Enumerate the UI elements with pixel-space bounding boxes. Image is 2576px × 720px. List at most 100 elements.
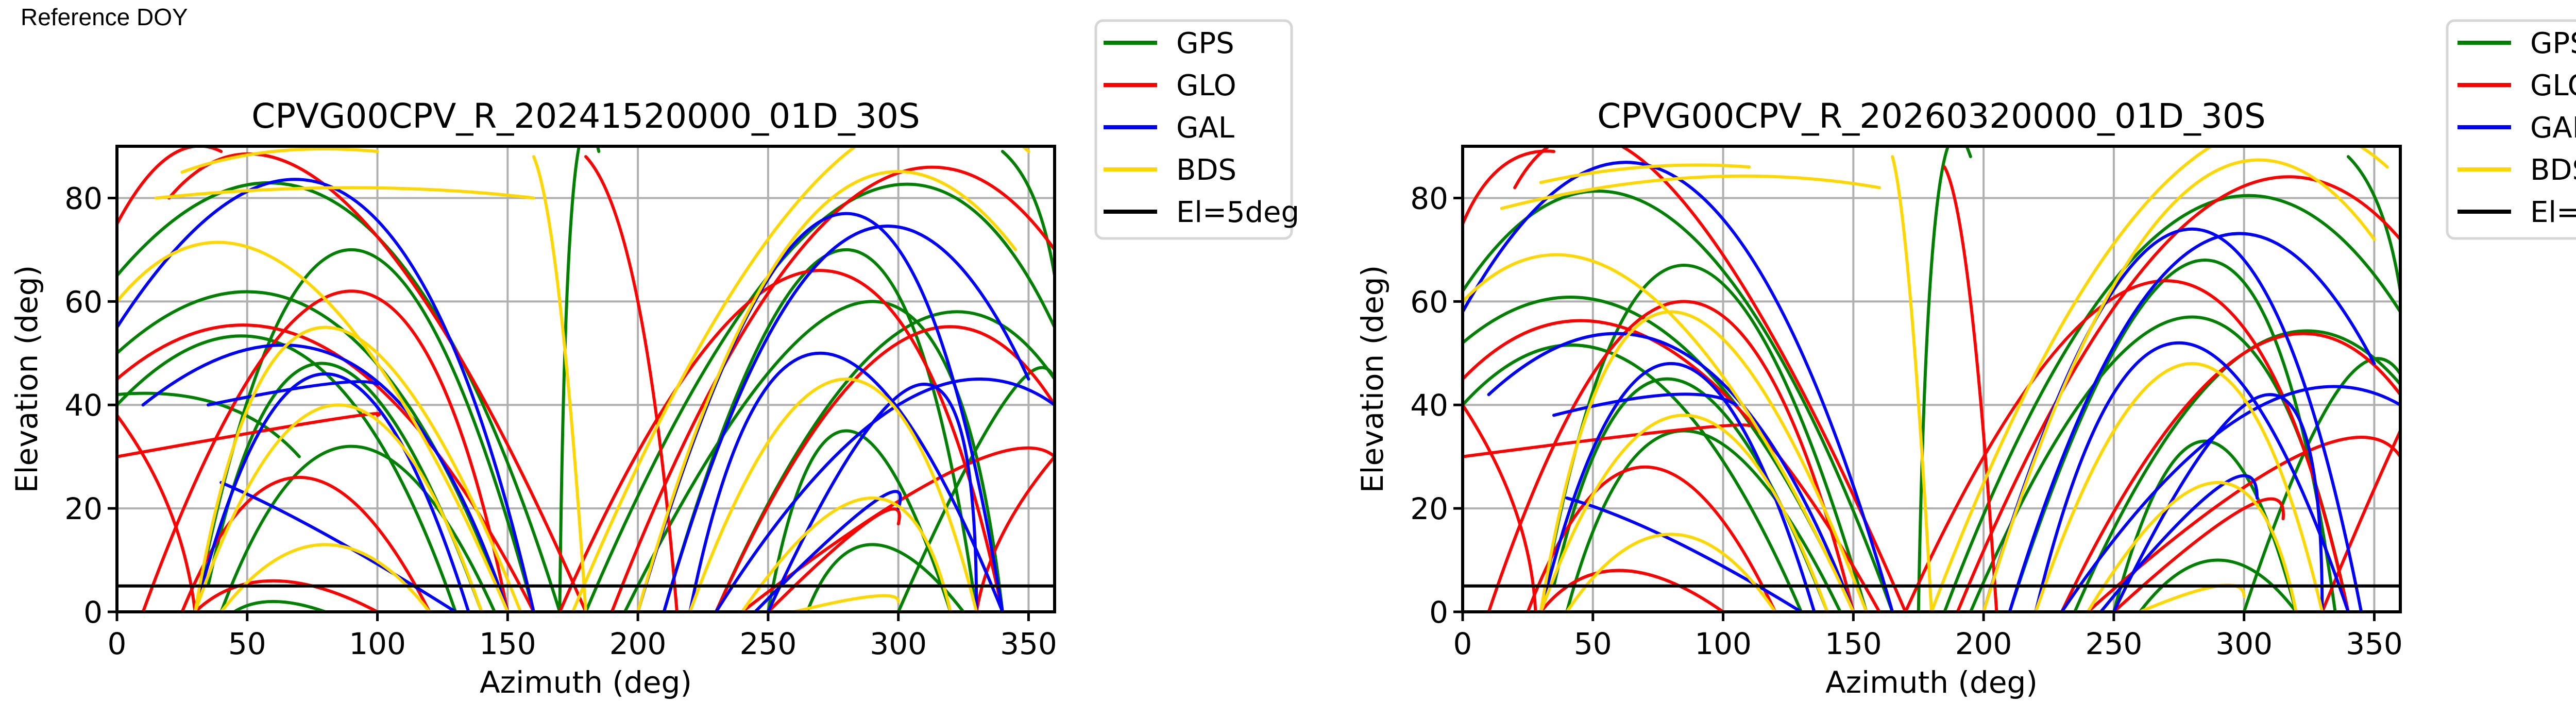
track-gps-1 <box>117 181 562 612</box>
track-gps-11 <box>766 429 952 612</box>
chart-panel-1: 0 50 100 150 200 250 300 350 0 20 40 60 80 CPVG00CPV_… <box>9 19 1299 700</box>
track-gal-10 <box>2099 474 2259 612</box>
track-bds-1 <box>1539 163 1751 184</box>
track-gps-8 <box>662 248 978 612</box>
track-glo-9 <box>1956 175 2400 612</box>
x-tick-label: 150 <box>1825 626 1882 661</box>
x-tick-label: 350 <box>1000 626 1057 661</box>
track-bds-12 <box>1500 174 1881 210</box>
track-gps-9 <box>1969 315 2350 612</box>
track-glo-15 <box>117 414 197 612</box>
y-axis-label: Elevation (deg) <box>1355 265 1390 493</box>
track-gps-14 <box>1001 150 1055 278</box>
track-glo-10 <box>2060 332 2400 612</box>
x-axis-label: Azimuth (deg) <box>1825 665 2038 700</box>
track-glo-11 <box>740 446 1055 612</box>
x-tick-label: 200 <box>609 626 667 661</box>
track-glo-4 <box>1487 300 1855 612</box>
x-tick-label: 300 <box>2215 626 2273 661</box>
track-gal-10 <box>753 490 902 612</box>
axes-frame <box>115 145 1056 613</box>
track-gal-4 <box>206 380 379 407</box>
tracks-layer <box>117 146 1055 612</box>
legend: GPS GLO GAL BDS El=5deg <box>2446 19 2576 240</box>
tracks-layer <box>1463 146 2400 612</box>
x-tick-label: 250 <box>2086 626 2143 661</box>
track-bds-4 <box>219 543 431 612</box>
y-tick-label: 60 <box>64 284 103 319</box>
track-glo-4 <box>141 289 510 612</box>
legend-label-cutoff: El=5deg <box>1176 196 1299 229</box>
track-bds-3 <box>193 325 522 612</box>
x-tick-label: 100 <box>349 626 406 661</box>
track-gps-2 <box>1539 264 1868 612</box>
legend-label-cutoff: El=5deg <box>2530 196 2576 229</box>
track-glo-10 <box>714 325 1055 612</box>
track-bds-1 <box>180 147 379 174</box>
x-tick-label: 350 <box>2346 626 2403 661</box>
track-gal-8 <box>688 352 1004 612</box>
track-bds-7 <box>636 170 1018 612</box>
track-bds-5 <box>1539 414 1829 612</box>
track-gal-9 <box>2060 385 2400 612</box>
track-glo-14 <box>1943 165 1998 612</box>
track-glo-7 <box>1463 319 1881 612</box>
track-bds-9 <box>2086 481 2298 612</box>
y-tick-label: 20 <box>64 491 103 526</box>
track-glo-12 <box>766 507 901 612</box>
track-bds-11 <box>532 155 587 612</box>
legend-box <box>2446 19 2576 240</box>
y-tick-label: 20 <box>1410 491 1448 526</box>
legend-box <box>1094 19 1293 240</box>
chart-title: CPVG00CPV_R_20260320000_01D_30S <box>1597 96 2266 136</box>
track-bds-9 <box>740 496 952 612</box>
track-gal-2 <box>1487 332 1855 612</box>
track-glo-8 <box>1904 279 2350 612</box>
x-tick-label: 200 <box>1955 626 2012 661</box>
track-gal-8 <box>2034 341 2350 612</box>
legend-label-bds: BDS <box>2530 153 2576 187</box>
track-glo-14 <box>584 155 679 612</box>
x-tick-label: 0 <box>1453 626 1472 661</box>
x-tick-label: 150 <box>479 626 536 661</box>
legend-label-bds: BDS <box>1176 153 1236 187</box>
track-bds-10 <box>792 594 900 612</box>
legend: GPS GLO GAL BDS El=5deg <box>1094 19 1299 240</box>
track-gal-5 <box>1565 496 1803 612</box>
y-tick-label: 40 <box>1410 388 1448 423</box>
track-gps-13 <box>558 146 601 612</box>
track-bds-8 <box>2034 362 2324 612</box>
track-gal-7 <box>662 225 1030 612</box>
track-gal-6 <box>1982 227 2363 612</box>
legend-label-gal: GAL <box>1176 111 1234 145</box>
track-bds-6 <box>1930 146 2389 612</box>
track-bds-5 <box>193 403 483 612</box>
y-tick-label: 80 <box>64 181 103 216</box>
track-gps-7 <box>1943 194 2400 612</box>
track-gal-7 <box>2008 232 2376 612</box>
y-tick-label: 80 <box>1410 181 1448 216</box>
track-glo-11 <box>2086 436 2400 612</box>
legend-label-glo: GLO <box>2530 69 2576 102</box>
track-gal-2 <box>141 344 510 612</box>
y-axis-label: Elevation (deg) <box>9 265 44 493</box>
track-bds-10 <box>2138 584 2246 612</box>
track-bds-8 <box>688 378 978 612</box>
track-gal-1 <box>1463 161 1894 612</box>
track-bds-12 <box>154 186 535 200</box>
x-tick-label: 50 <box>1574 626 1612 661</box>
track-gps-6 <box>1463 344 1803 612</box>
y-tick-label: 40 <box>64 388 103 423</box>
track-glo-1 <box>117 412 381 458</box>
y-tick-label: 0 <box>1429 595 1448 630</box>
chart-panel-2: 0 50 100 150 200 250 300 350 0 20 40 60 80 CPVG00CPV_… <box>1355 19 2576 700</box>
legend-label-glo: GLO <box>1176 69 1236 102</box>
track-gps-12 <box>805 543 965 612</box>
track-glo-2 <box>1463 149 1555 226</box>
track-bds-4 <box>1565 533 1777 612</box>
chart-title: CPVG00CPV_R_20241520000_01D_30S <box>251 96 920 136</box>
track-glo-3 <box>1513 146 1907 612</box>
track-gps-17 <box>896 366 1055 612</box>
track-glo-9 <box>610 165 1055 612</box>
